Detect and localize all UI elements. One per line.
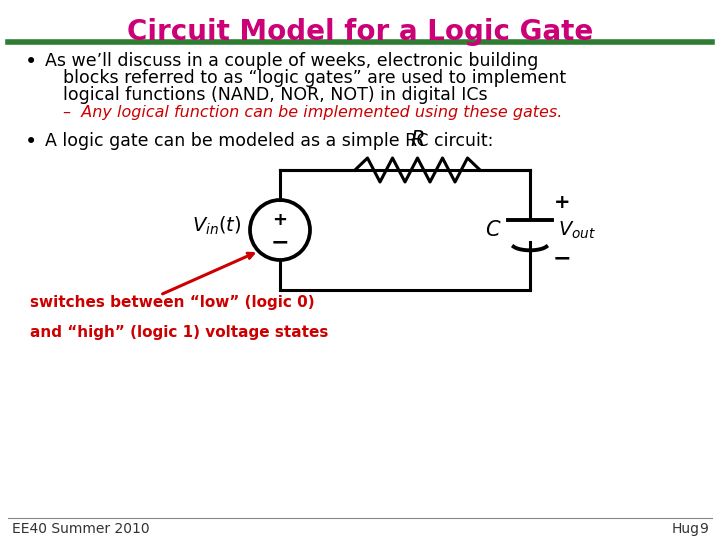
Text: −: − (553, 248, 571, 268)
Text: +: + (272, 211, 287, 229)
Text: •: • (25, 132, 37, 152)
Text: blocks referred to as “logic gates” are used to implement: blocks referred to as “logic gates” are … (63, 69, 566, 87)
Text: 9: 9 (699, 522, 708, 536)
Text: $V_{in}(t)$: $V_{in}(t)$ (192, 215, 242, 237)
Text: C: C (485, 220, 500, 240)
Text: Hug: Hug (672, 522, 700, 536)
Text: –  Any logical function can be implemented using these gates.: – Any logical function can be implemente… (63, 105, 562, 120)
Text: −: − (271, 232, 289, 252)
Text: +: + (554, 192, 570, 212)
Text: $V_{out}$: $V_{out}$ (558, 219, 596, 241)
Text: •: • (25, 52, 37, 72)
Text: A logic gate can be modeled as a simple RC circuit:: A logic gate can be modeled as a simple … (45, 132, 493, 150)
Text: switches between “low” (logic 0): switches between “low” (logic 0) (30, 295, 315, 310)
Text: logical functions (NAND, NOR, NOT) in digital ICs: logical functions (NAND, NOR, NOT) in di… (63, 86, 487, 104)
Text: and “high” (logic 1) voltage states: and “high” (logic 1) voltage states (30, 325, 328, 340)
Text: R: R (410, 130, 425, 150)
Text: As we’ll discuss in a couple of weeks, electronic building: As we’ll discuss in a couple of weeks, e… (45, 52, 539, 70)
Text: EE40 Summer 2010: EE40 Summer 2010 (12, 522, 150, 536)
Text: Circuit Model for a Logic Gate: Circuit Model for a Logic Gate (127, 18, 593, 46)
